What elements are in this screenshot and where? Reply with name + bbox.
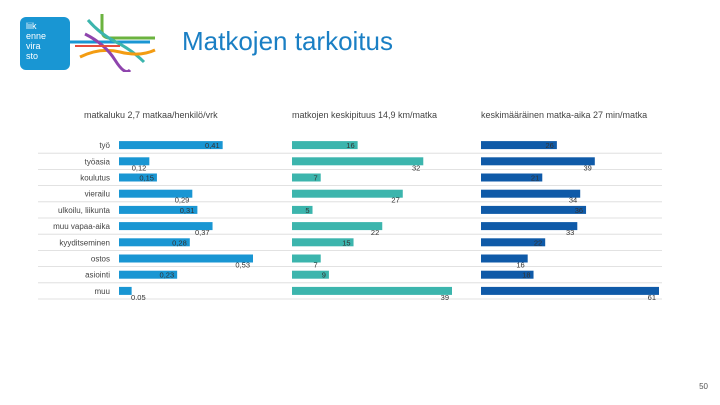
bar-panel2	[292, 205, 313, 214]
panel-header-3: keskimääräinen matka-aika 27 min/matka	[481, 110, 647, 120]
value-label-panel3: 21	[531, 174, 539, 183]
logo-lines-graphic	[60, 14, 156, 72]
value-label-panel3: 36	[575, 206, 583, 215]
value-label-panel2: 9	[322, 271, 326, 280]
value-label-panel1: 0,15	[139, 174, 154, 183]
category-label: vierailu	[85, 190, 110, 199]
bar-panel2	[292, 286, 452, 295]
logo-line-4: sto	[26, 51, 39, 61]
value-label-panel3: 39	[583, 163, 591, 172]
panel-header-1: matkaluku 2,7 matkaa/henkilö/vrk	[84, 110, 218, 120]
category-label: ostos	[91, 255, 110, 264]
value-label-panel2: 16	[346, 141, 354, 150]
bar-panel1	[119, 238, 190, 247]
bar-panel1	[119, 157, 150, 166]
bar-panel1	[119, 270, 178, 279]
value-label-panel1: 0,31	[180, 206, 195, 215]
value-label-panel2: 5	[305, 206, 309, 215]
value-label-panel3: 61	[648, 293, 656, 300]
value-label-panel3: 18	[522, 271, 530, 280]
category-label: työ	[99, 141, 110, 150]
value-label-panel3: 22	[534, 238, 542, 247]
bar-panel1	[119, 189, 193, 198]
bar-panel2	[292, 270, 329, 279]
panel-header-2: matkojen keskipituus 14,9 km/matka	[292, 110, 437, 120]
bar-panel2	[292, 157, 424, 166]
bar-panel2	[292, 189, 403, 198]
category-label: ulkoilu, liikunta	[58, 206, 111, 215]
bar-panel1	[119, 173, 157, 182]
category-label: asiointi	[85, 271, 110, 280]
bar-panel1	[119, 254, 253, 263]
bar-panel3	[481, 157, 595, 166]
bar-panel2	[292, 173, 321, 182]
bar-panel1	[119, 205, 198, 214]
value-label-panel1: 0,05	[131, 293, 146, 300]
bar-panel3	[481, 270, 534, 279]
value-label-panel3: 34	[569, 196, 577, 205]
bar-panel3	[481, 141, 557, 150]
value-label-panel2: 39	[441, 293, 449, 300]
chart: matkaluku 2,7 matkaa/henkilö/vrk matkojen…	[38, 110, 662, 300]
bar-panel1	[119, 222, 213, 231]
bar-panel3	[481, 238, 546, 247]
value-label-panel2: 27	[391, 196, 399, 205]
category-label: muu vapaa-aika	[53, 222, 110, 231]
bar-panel3	[481, 254, 528, 263]
value-label-panel1: 0,23	[160, 271, 175, 280]
page-title: Matkojen tarkoitus	[182, 26, 393, 56]
value-label-panel1: 0,53	[235, 261, 250, 270]
value-label-panel3: 16	[516, 261, 524, 270]
value-label-panel3: 33	[566, 228, 574, 237]
logo-line-1: liik	[26, 21, 37, 31]
bar-panel3	[481, 173, 543, 182]
value-label-panel2: 32	[412, 163, 420, 172]
value-label-panel3: 26	[546, 141, 554, 150]
bar-panel3	[481, 286, 659, 295]
value-label-panel2: 15	[342, 238, 350, 247]
category-label: muu	[94, 287, 110, 296]
logo-line-2: enne	[26, 31, 47, 41]
bar-panel3	[481, 189, 581, 198]
value-label-panel1: 0,28	[172, 238, 187, 247]
value-label-panel2: 7	[314, 261, 318, 270]
value-label-panel1: 0,12	[132, 163, 147, 172]
logo-text: liik enne vira sto	[26, 21, 66, 61]
value-label-panel2: 22	[371, 228, 379, 237]
category-label: kyyditseminen	[59, 238, 110, 247]
page-number: 50	[699, 382, 708, 391]
value-label-panel2: 7	[314, 174, 318, 183]
value-label-panel1: 0,41	[205, 141, 220, 150]
bar-panel3	[481, 222, 578, 231]
category-label: työasia	[85, 157, 111, 166]
value-label-panel1: 0,29	[175, 196, 190, 205]
bar-panel1	[119, 286, 132, 295]
logo-line-3: vira	[26, 41, 41, 51]
bar-panel2	[292, 238, 354, 247]
value-label-panel1: 0,37	[195, 228, 210, 237]
bar-panel2	[292, 141, 358, 150]
bar-panel1	[119, 141, 223, 150]
bar-panel3	[481, 205, 587, 214]
bar-panel2	[292, 254, 321, 263]
category-label: koulutus	[80, 174, 110, 183]
bar-panel2	[292, 222, 383, 231]
